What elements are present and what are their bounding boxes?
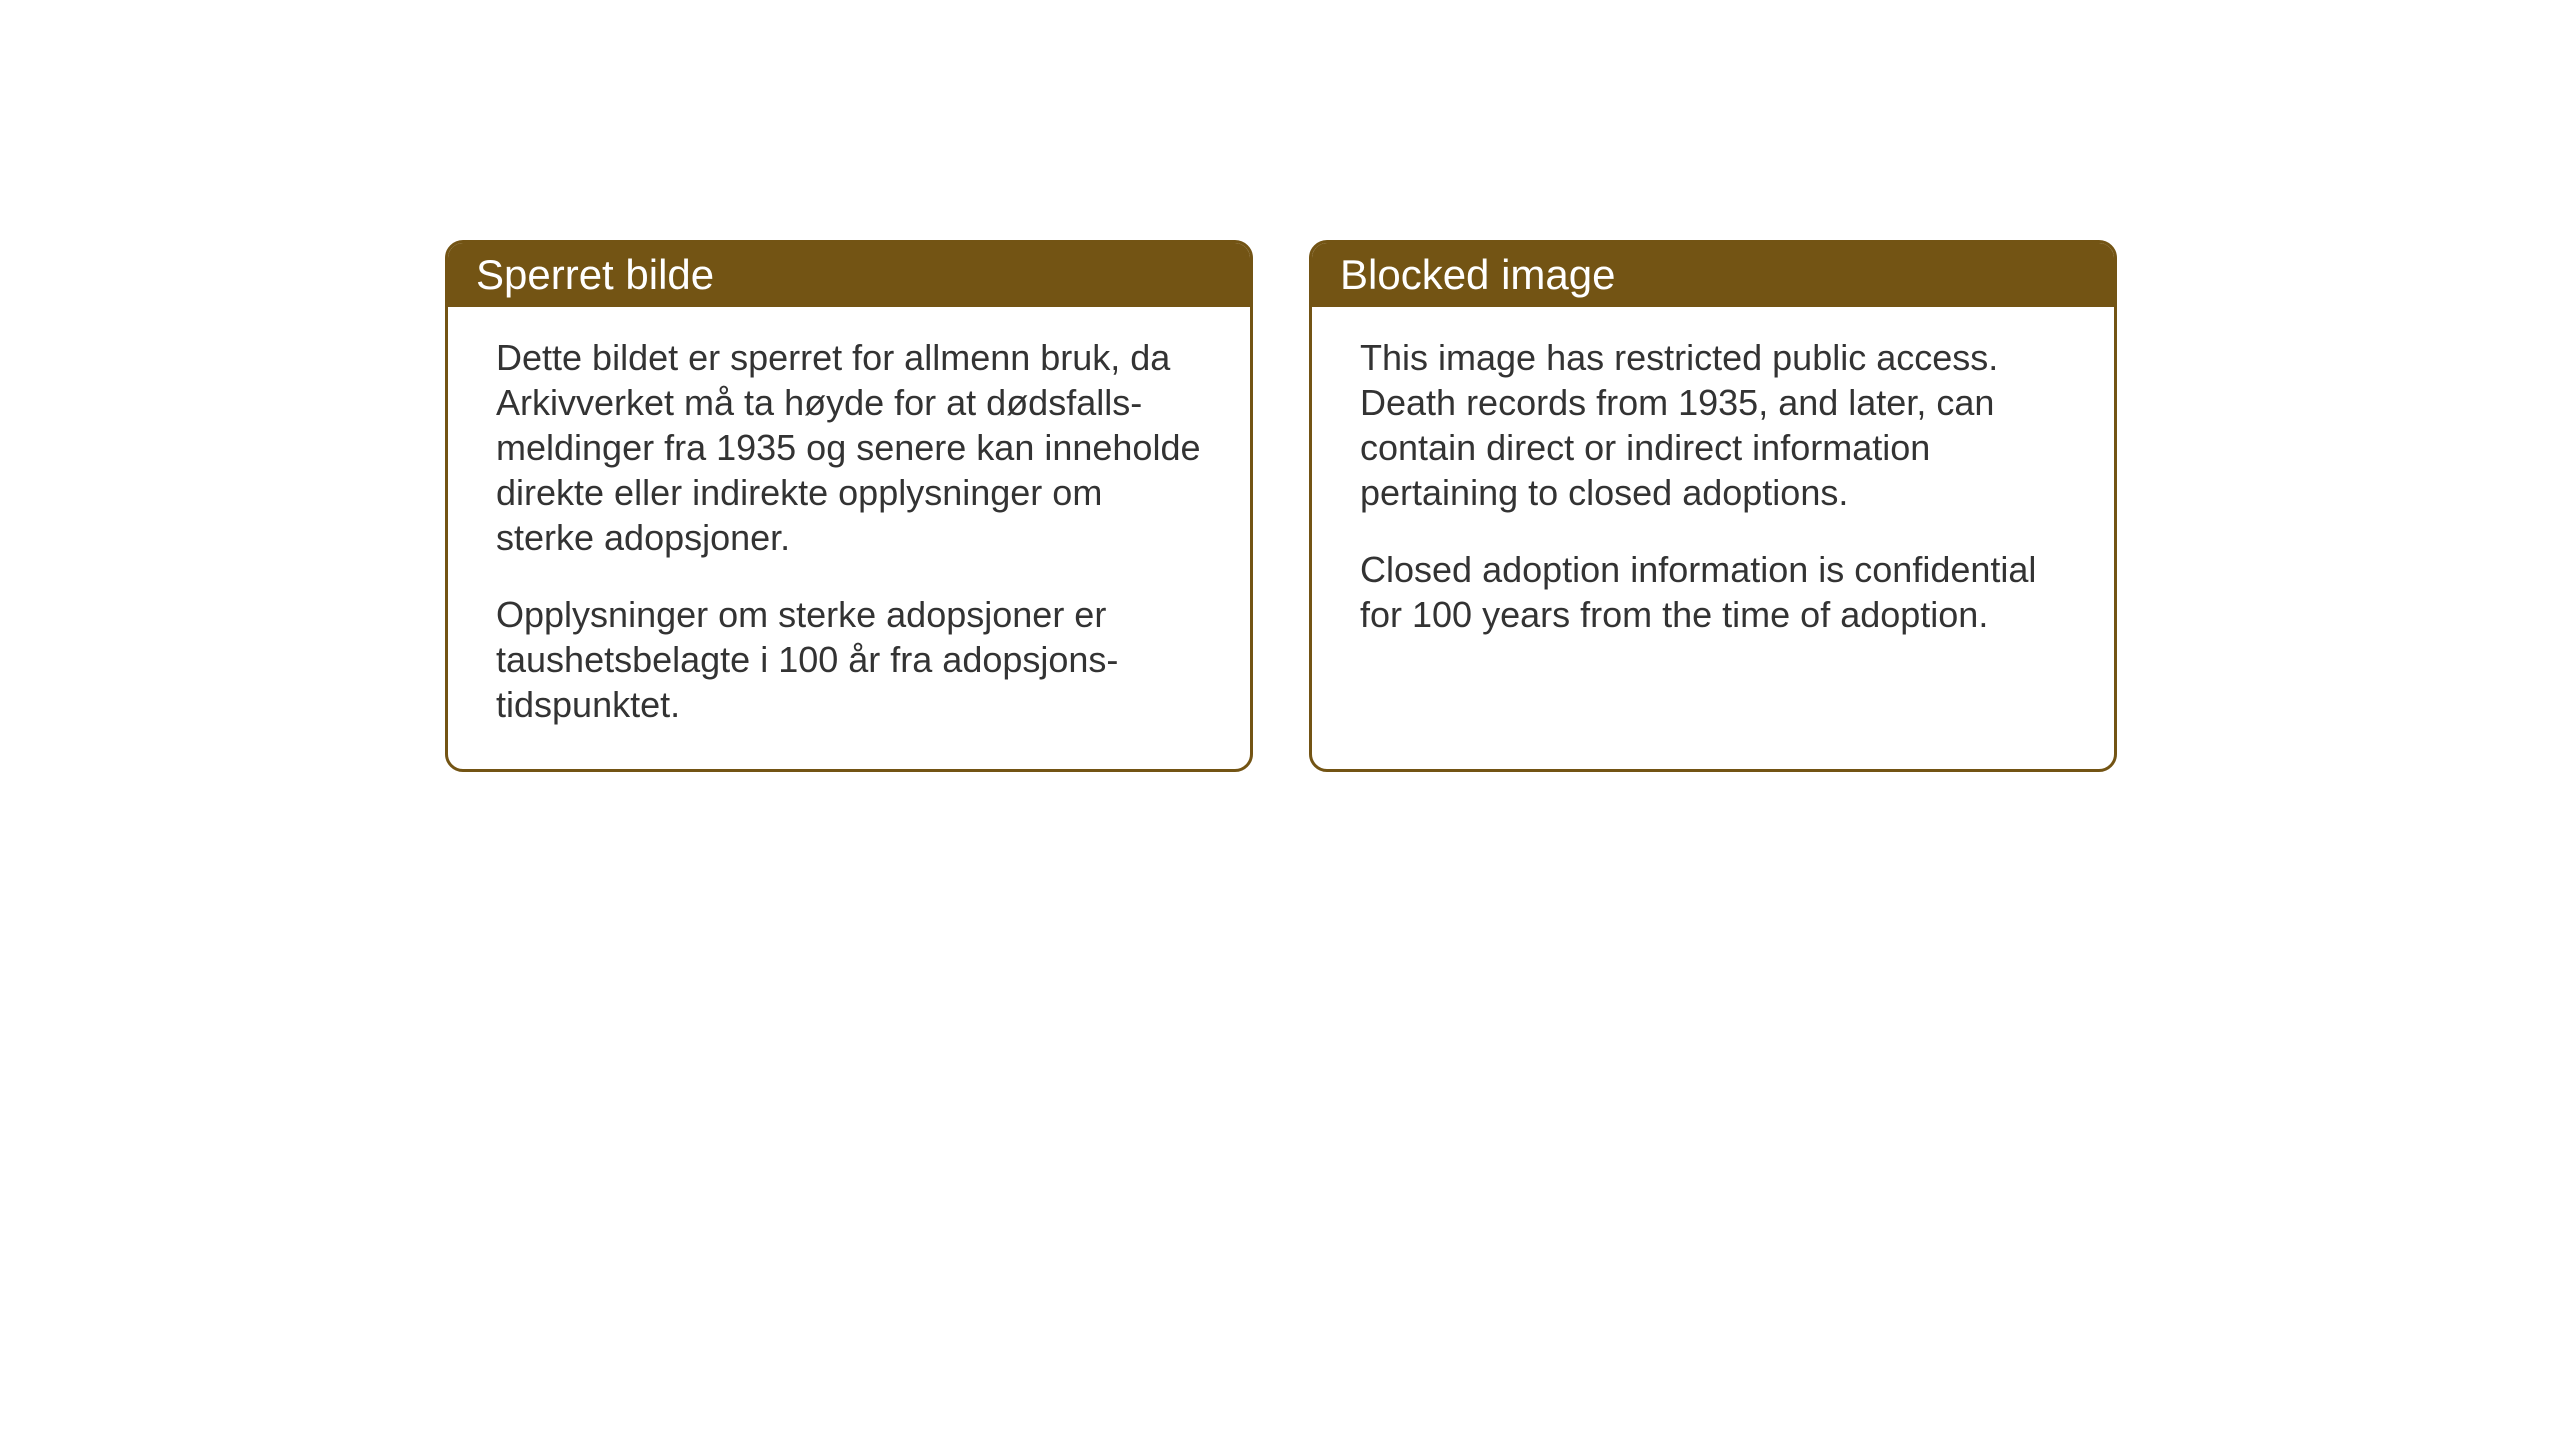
card-header-english: Blocked image [1312,243,2114,307]
card-body-norwegian: Dette bildet er sperret for allmenn bruk… [448,307,1250,769]
notice-card-english: Blocked image This image has restricted … [1309,240,2117,772]
card-paragraph: Opplysninger om sterke adopsjoner er tau… [496,592,1202,727]
card-title: Sperret bilde [476,251,714,298]
card-body-english: This image has restricted public access.… [1312,307,2114,679]
card-paragraph: Closed adoption information is confident… [1360,547,2066,637]
card-header-norwegian: Sperret bilde [448,243,1250,307]
card-paragraph: Dette bildet er sperret for allmenn bruk… [496,335,1202,560]
notice-card-norwegian: Sperret bilde Dette bildet er sperret fo… [445,240,1253,772]
notice-cards-container: Sperret bilde Dette bildet er sperret fo… [445,240,2117,772]
card-paragraph: This image has restricted public access.… [1360,335,2066,515]
card-title: Blocked image [1340,251,1615,298]
